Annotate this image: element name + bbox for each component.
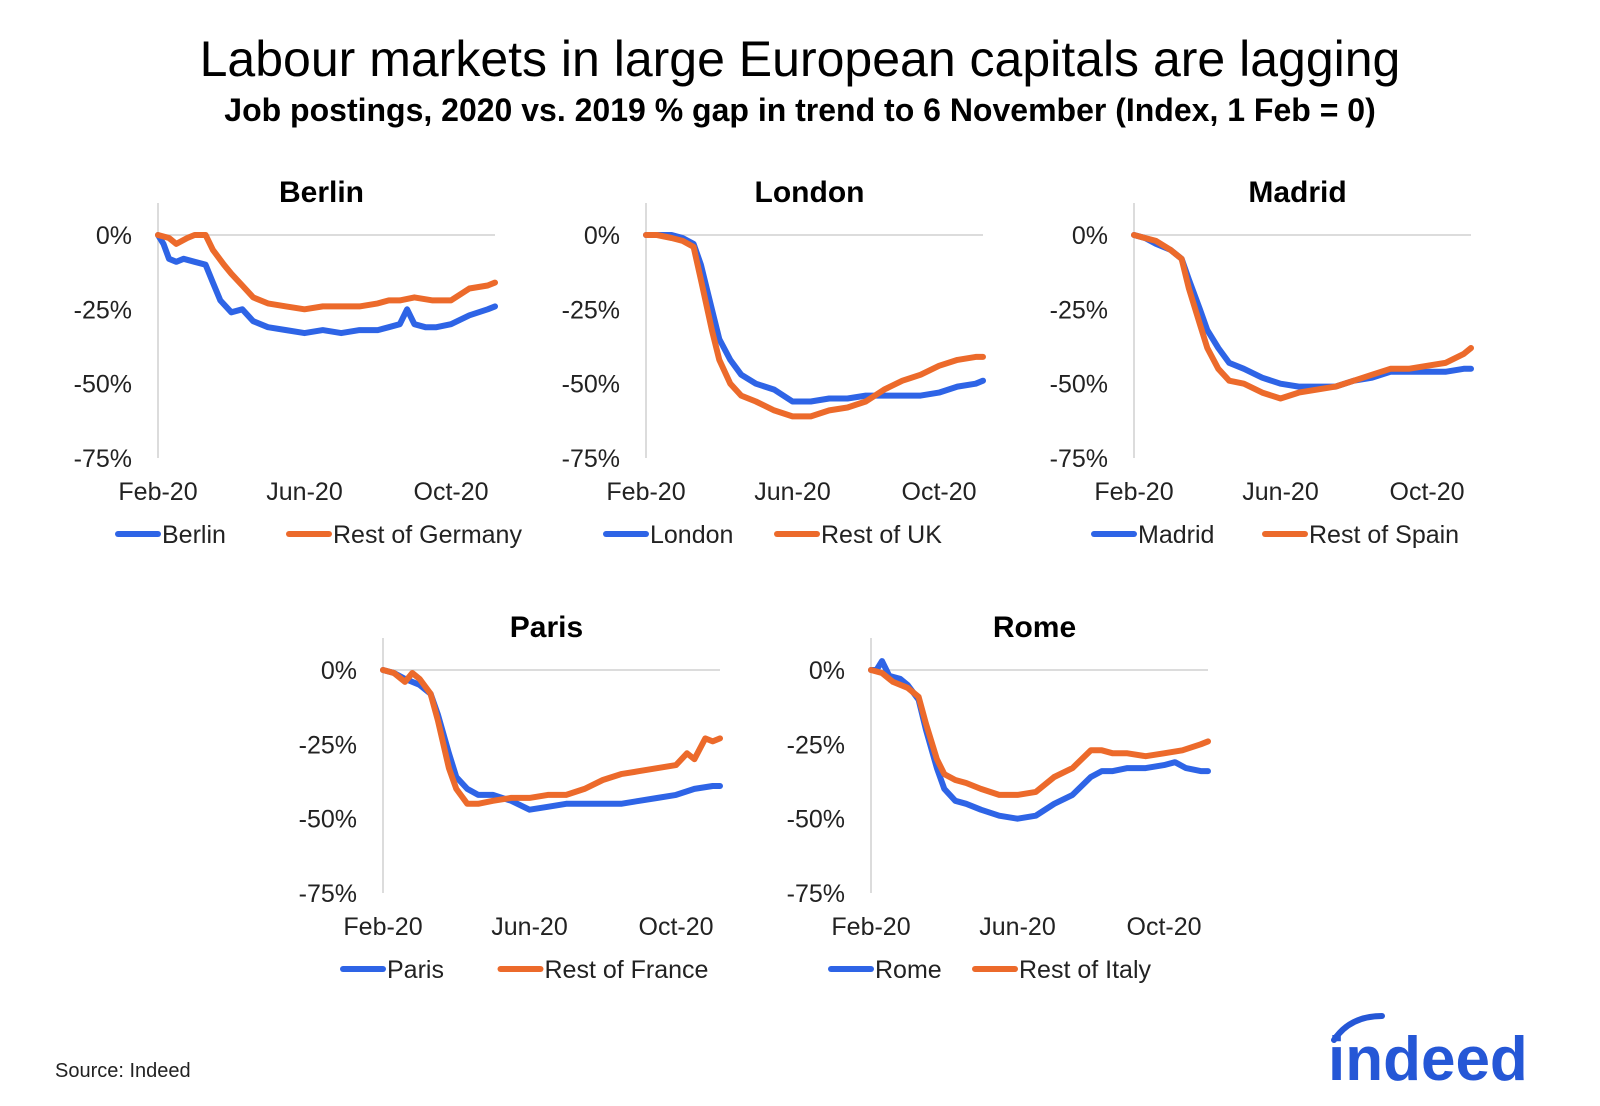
y-tick-label: -25% [562,296,620,324]
y-tick-label: -50% [74,371,132,399]
panel-title: Rome [993,611,1076,644]
y-tick-label: -75% [74,445,132,473]
x-tick-label: Feb-20 [606,478,685,506]
y-tick-label: -50% [787,806,845,834]
panel-title: Madrid [1248,176,1346,209]
x-tick-label: Jun-20 [1242,478,1318,506]
chart-rome: Rome 0% -25% -50% -75% Feb-20 Jun-20 Oct-20 Rome… [787,611,1211,984]
y-tick-label: -50% [1050,371,1108,399]
indeed-logo-arc-icon [1331,1013,1385,1043]
legend-label: Rest of France [545,956,709,984]
x-tick-label: Feb-20 [1094,478,1173,506]
panel-title: London [755,176,865,209]
x-tick-label: Oct-20 [1390,478,1465,506]
y-tick-label: -25% [787,731,845,759]
page-title: Labour markets in large European capital… [199,31,1401,87]
x-tick-label: Jun-20 [754,478,830,506]
x-tick-label: Feb-20 [118,478,197,506]
legend-label: Paris [387,956,444,984]
legend-label: Rest of Spain [1309,521,1459,549]
series-line-capital [380,667,723,813]
chart-berlin: Berlin 0% -25% -50% -75% Feb-20 Jun-20 Oct-20 Be… [74,176,523,549]
series-line-rest [868,667,1211,798]
x-tick-label: Feb-20 [343,913,422,941]
x-tick-label: Jun-20 [979,913,1055,941]
legend-label: Berlin [162,521,226,549]
legend-label: London [650,521,733,549]
y-tick-label: 0% [584,222,620,250]
source-note: Source: Indeed [55,1060,191,1082]
x-tick-label: Jun-20 [266,478,342,506]
x-tick-label: Oct-20 [414,478,489,506]
chart-london: London 0% -25% -50% -75% Feb-20 Jun-20 Oct-20 Lo… [562,176,986,549]
x-tick-label: Oct-20 [1127,913,1202,941]
series-line-rest [380,667,723,807]
chart-madrid: Madrid 0% -25% -50% -75% Feb-20 Jun-20 Oct-20 Ma… [1050,176,1474,549]
y-tick-label: 0% [1072,222,1108,250]
series-line-capital [155,232,498,337]
x-tick-label: Oct-20 [639,913,714,941]
series-line-capital [868,658,1211,822]
page-subtitle: Job postings, 2020 vs. 2019 % gap in tre… [224,92,1376,128]
y-tick-label: -75% [562,445,620,473]
chart-paris: Paris 0% -25% -50% -75% Feb-20 Jun-20 Oct-20 Par… [299,611,723,984]
series-line-rest [643,232,986,420]
y-tick-label: -25% [1050,296,1108,324]
y-tick-label: -75% [299,880,357,908]
x-tick-label: Feb-20 [831,913,910,941]
y-tick-label: -25% [74,296,132,324]
x-tick-label: Oct-20 [902,478,977,506]
y-tick-label: -75% [787,880,845,908]
legend-label: Rest of UK [821,521,942,549]
panel-title: Paris [510,611,583,644]
y-tick-label: -25% [299,731,357,759]
legend-label: Madrid [1138,521,1214,549]
panel-title: Berlin [279,176,364,209]
legend-label: Rome [875,956,942,984]
series-line-rest [155,232,498,313]
legend-label: Rest of Italy [1019,956,1151,984]
indeed-logo: indeed [1328,1013,1528,1090]
y-tick-label: -75% [1050,445,1108,473]
y-tick-label: -50% [299,806,357,834]
y-tick-label: -50% [562,371,620,399]
x-tick-label: Jun-20 [491,913,567,941]
indeed-logo-text: indeed [1328,1025,1528,1090]
y-tick-label: 0% [809,657,845,685]
y-tick-label: 0% [96,222,132,250]
series-line-rest [1131,232,1474,402]
y-tick-label: 0% [321,657,357,685]
legend-label: Rest of Germany [333,521,522,549]
